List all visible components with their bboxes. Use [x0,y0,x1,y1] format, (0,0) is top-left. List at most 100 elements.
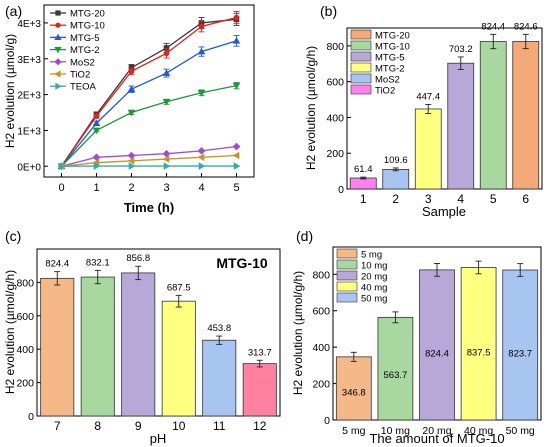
legend-label: TiO2 [70,70,90,81]
data-point [163,45,170,51]
y-tick-label: 800 [16,277,34,289]
y-tick-label: 3E+3 [17,55,41,66]
data-label: 856.8 [126,253,150,264]
x-tick-label: 10 mg [381,425,410,437]
bar [447,62,475,190]
x-tick-label: 5 mg [342,425,366,437]
data-point [128,162,136,170]
series [57,10,241,171]
x-tick-label: 2 [392,192,399,206]
bar [335,356,372,421]
series-line [60,18,237,167]
data-point [232,142,241,151]
data-label: 703.2 [449,44,473,55]
data-point [127,157,135,165]
bars: 61.4 109.6 447.4 703.2 824.4 824.6 [349,21,540,190]
ticks: 0 1 2 3 4 5 0E+0 1E+3 2E+3 3E+3 4E+3 [17,19,239,194]
data-point [197,147,206,155]
legend-label: TiO2 [375,86,395,97]
panel-a: Time (h) H2 evolution (µmol/g) 0 1 2 3 4 5 0E+… [3,4,255,215]
y-tick-label: 0E+0 [17,162,41,173]
data-point [197,153,205,162]
legend-label: TEOA [70,82,97,93]
y-tick-label: 400 [16,344,34,356]
y-tick-label: 800 [326,41,344,53]
data-point [55,22,61,28]
data-label: 824.6 [514,21,538,32]
legend-swatch [336,281,358,292]
chart-title: MTG-10 [216,255,268,271]
legend-swatch [336,259,358,270]
x-tick-label: 8 [94,419,101,433]
data-point [92,119,101,127]
data-point [162,69,171,76]
plot-frame [43,4,255,178]
legend-swatch [350,40,372,51]
bar [419,269,455,421]
legend-label: MTG-10 [375,42,410,53]
y-tick-label: 0 [28,411,34,423]
x-tick-label: 3 [163,182,169,194]
data-point [54,47,62,54]
bar [242,363,277,417]
x-axis-label: The amount of MTG-10 [369,431,504,446]
bar [349,177,377,190]
y-tick-label: 0 [338,184,344,196]
data-label: 823.7 [508,348,532,359]
legend-swatch [336,270,358,281]
data-point [55,10,61,16]
data-label: 832.1 [86,257,110,268]
bar [512,41,540,190]
legend-swatch [350,73,372,84]
legend-label: MTG-5 [375,53,405,64]
data-point [162,155,170,163]
panel-c: MTG-10 pH H2 evolution (µmol/g/h) 0 200 40… [3,248,281,446]
series-line [61,145,237,167]
x-tick-label: 6 [522,192,529,206]
x-tick-label: 50 mg [506,425,535,437]
x-tick-label: 2 [128,182,134,194]
legend-label: MTG-5 [70,33,100,44]
data-point [197,89,206,97]
data-label: 61.4 [354,164,373,175]
x-tick-label: 10 [172,419,186,433]
x-tick-label: 40 mg [464,425,493,437]
bars: 824.4 832.1 856.8 687.5 453.8 313.7 [40,253,277,417]
bar [40,277,75,417]
data-point [233,14,240,21]
legend-label: 40 mg [361,283,387,294]
plot-frame [36,248,281,417]
panel-d: The amount of MTG-10 H2 evolution (µmol/… [291,246,542,446]
x-axis-label: Sample [422,204,466,219]
legend-label: MoS2 [70,57,95,68]
data-point [163,162,171,170]
x-tick-label: 4 [457,192,464,206]
bars: 346.8 563.7 824.4 837.5 823.7 [335,260,539,421]
panel-label: (d) [296,228,313,244]
legend-swatch [336,248,358,259]
y-axis-label: H2 evolution (µmol/g) [3,34,17,148]
data-point [93,113,100,119]
data-label: 824.4 [45,259,69,270]
data-label: 346.8 [342,388,366,399]
plot-frame [346,27,543,190]
data-point [54,70,61,78]
x-axis-label: Time (h) [124,200,174,215]
data-label: 687.5 [167,282,191,293]
data-point [162,98,171,106]
data-point [163,50,170,57]
legend-swatch [350,84,372,95]
y-tick-label: 600 [312,306,330,318]
legend-label: MTG-20 [375,31,410,42]
panel-b: Sample H2 evolution (µmol/g/h) 0 200 400 60… [304,21,543,219]
bar [377,316,414,421]
x-tick-label: 9 [135,419,142,433]
x-tick-label: 12 [253,419,267,433]
data-point [198,162,206,170]
data-label: 109.6 [384,155,408,166]
data-point [198,23,205,30]
